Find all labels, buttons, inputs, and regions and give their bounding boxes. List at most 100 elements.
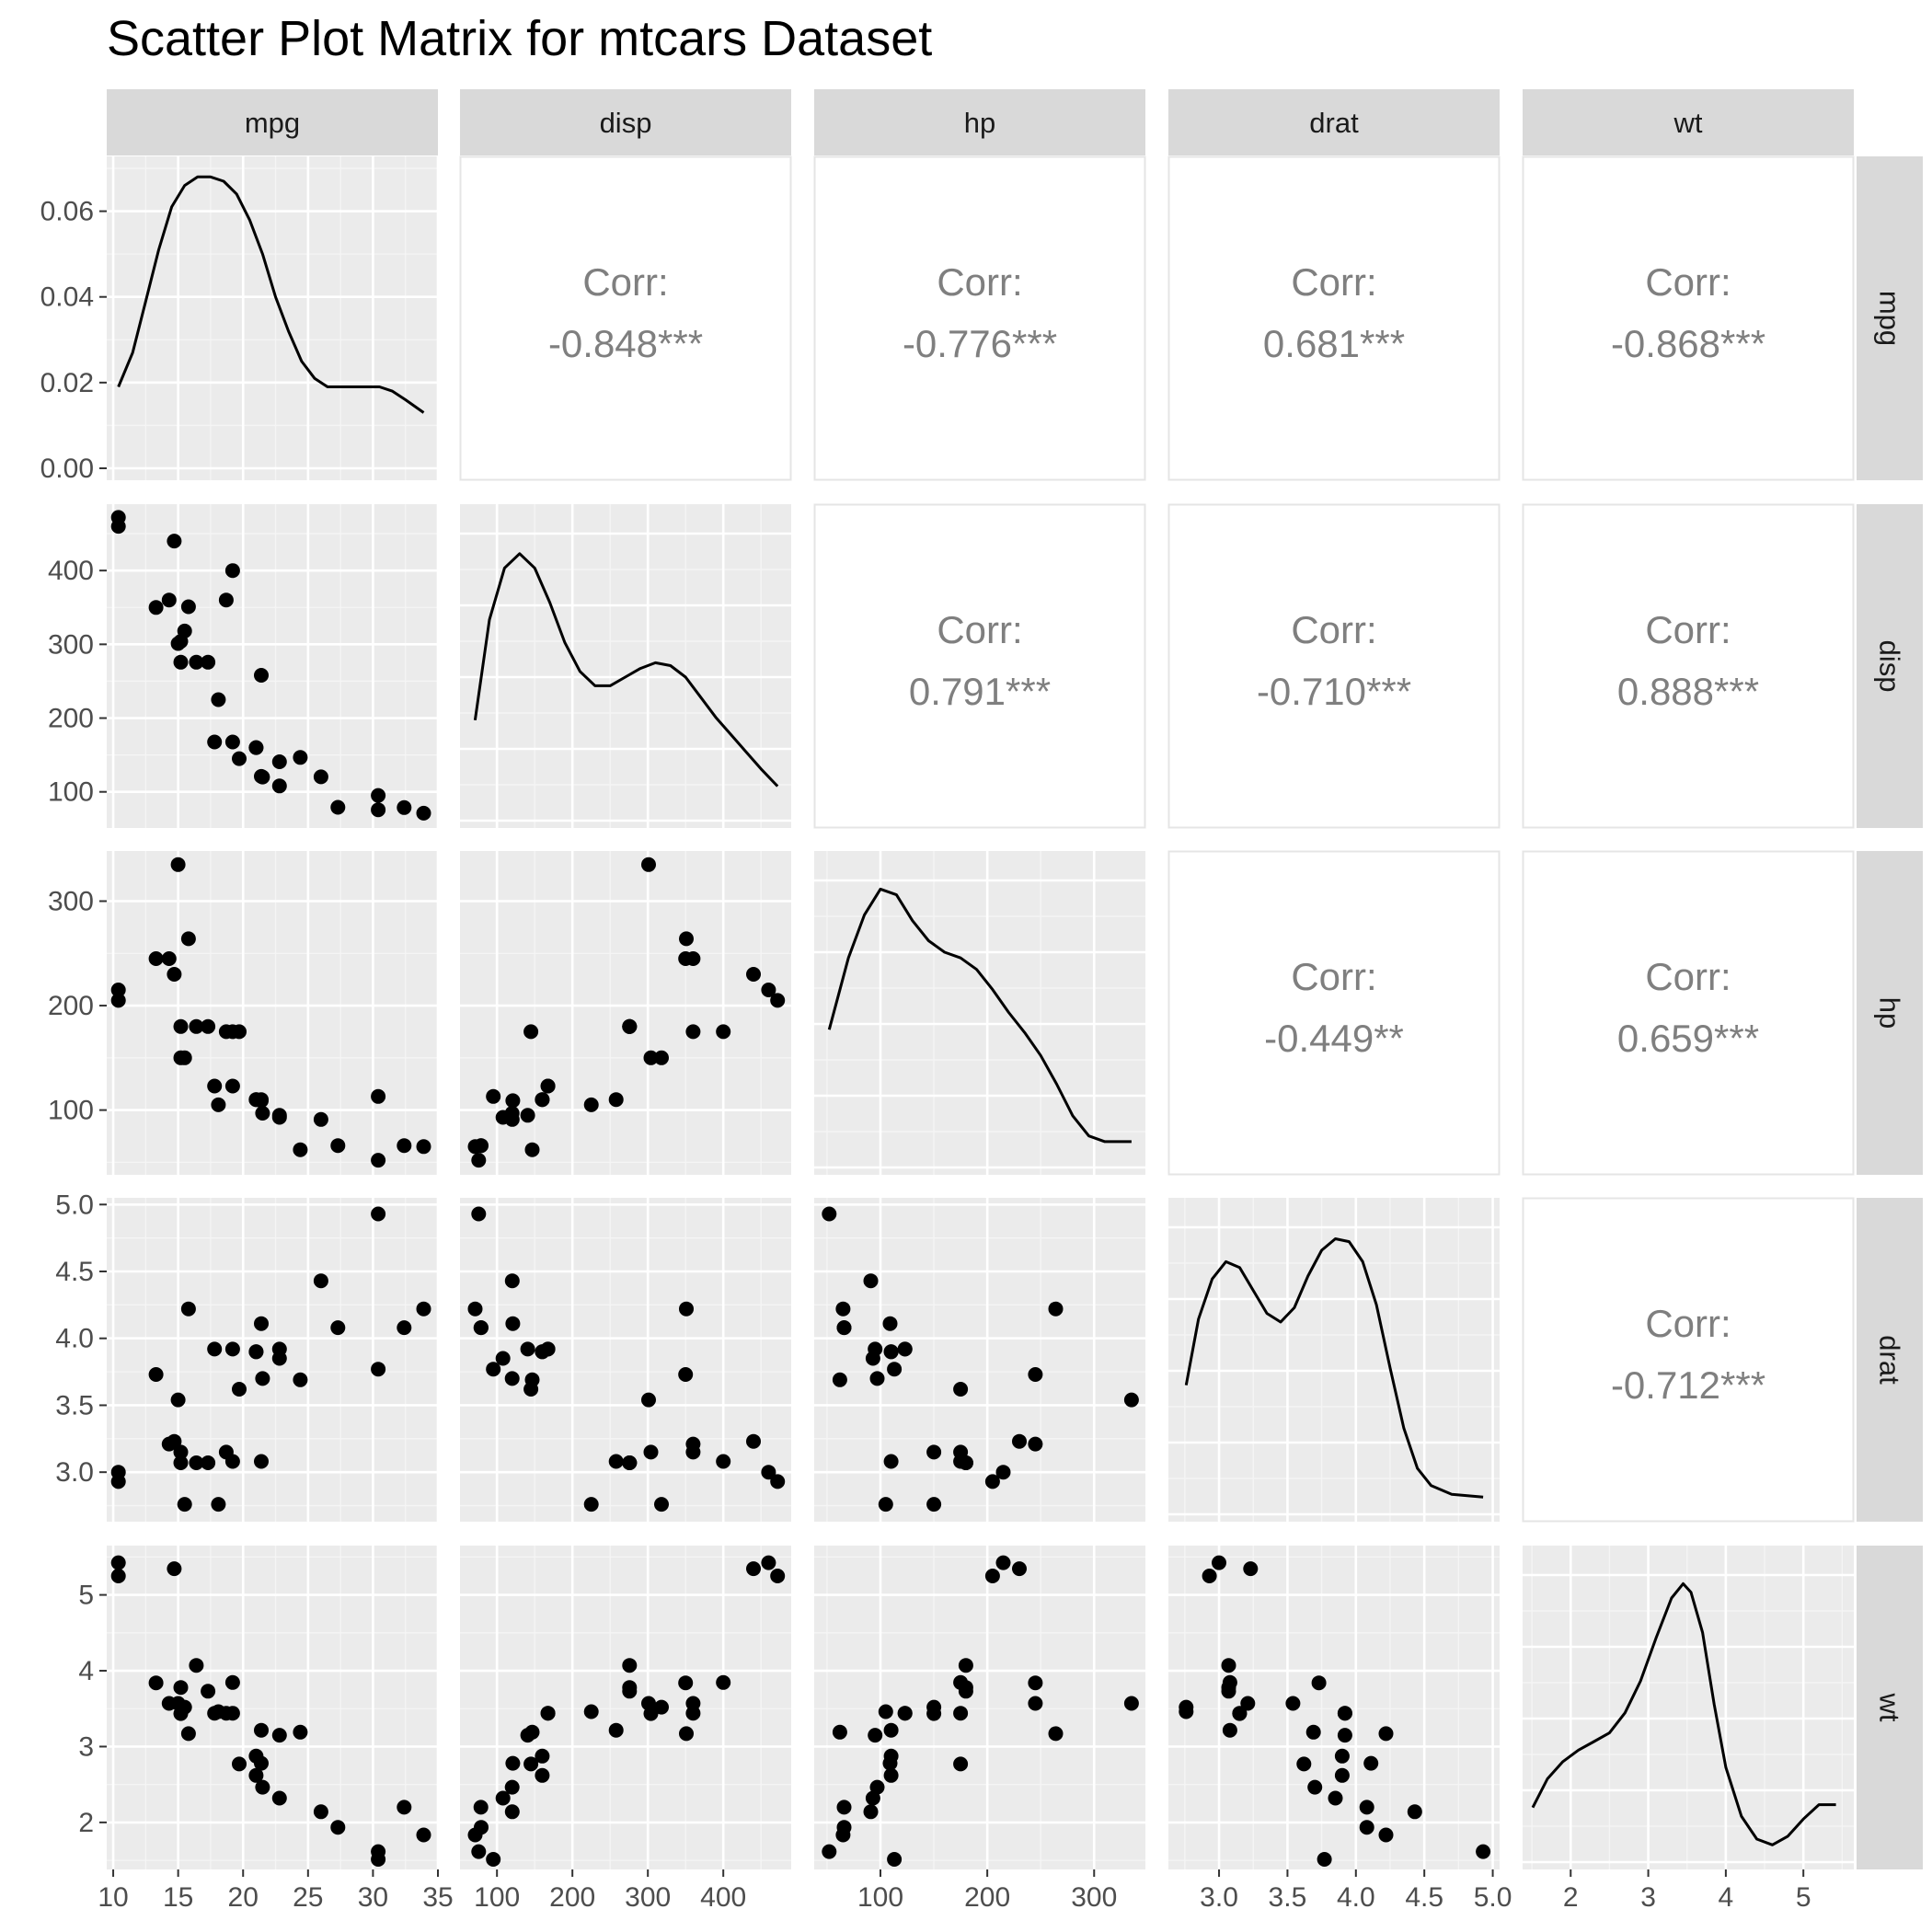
scatter-point (1028, 1675, 1043, 1691)
scatter-point (467, 1301, 483, 1317)
scatter-point (883, 1344, 899, 1360)
y-tick-label: 200 (48, 991, 94, 1021)
scatter-point (926, 1444, 942, 1460)
scatter-point (313, 1273, 328, 1289)
x-tick-label: 300 (1071, 1882, 1117, 1913)
scatter-point (254, 1755, 269, 1771)
scatter-point (189, 654, 204, 670)
scatter-point (313, 1804, 328, 1820)
scatter-point (173, 1680, 189, 1696)
panel-disp-hp: Corr: 0.791*** (813, 503, 1146, 829)
scatter-point (608, 1722, 624, 1738)
scatter-point (211, 1497, 226, 1512)
scatter-point (271, 778, 287, 794)
corr-label: Corr: (1291, 955, 1376, 998)
column-strip-label: disp (600, 107, 652, 139)
scatter-point (622, 1680, 638, 1696)
scatter-point (746, 1433, 761, 1449)
scatter-point (232, 751, 247, 766)
scatter-point (189, 1658, 204, 1673)
y-tick-label: 4.5 (55, 1257, 94, 1287)
scatter-point (863, 1804, 879, 1820)
y-tick-label: 3.5 (55, 1390, 94, 1420)
scatter-point (167, 1561, 182, 1577)
density-line-disp (473, 552, 779, 788)
scatter-point (254, 668, 269, 683)
scatter-point (1334, 1767, 1350, 1783)
scatter-point (504, 1111, 520, 1127)
panel-wt-drat (1168, 1546, 1500, 1869)
panel-bg (460, 504, 791, 828)
scatter-point (770, 1569, 786, 1583)
density-line-mpg (117, 175, 425, 414)
panel-drat-hp (814, 1198, 1145, 1522)
scatter-point (271, 1790, 287, 1806)
scatter-point (486, 1088, 501, 1104)
scatter-point (1296, 1756, 1312, 1772)
scatter-point (330, 799, 346, 815)
scatter-point (254, 1316, 269, 1331)
scatter-point (622, 1455, 638, 1470)
y-tick-label: 200 (48, 704, 94, 734)
scatter-point (1476, 1844, 1491, 1859)
scatter-point (255, 1371, 270, 1386)
x-tick-label: 15 (163, 1882, 193, 1913)
scatter-point (416, 1827, 431, 1843)
corr-label: Corr: (1645, 955, 1731, 998)
corr-panel-bg (459, 155, 792, 481)
panel-hp-disp (460, 851, 791, 1175)
scatter-point (1179, 1699, 1194, 1715)
panel-drat-wt: Corr: -0.712*** (1522, 1197, 1855, 1523)
scatter-point (926, 1706, 942, 1721)
scatter-point (110, 1569, 126, 1583)
scatter-point (524, 1142, 540, 1157)
panel-hp-drat: Corr: -0.449** (1167, 850, 1501, 1176)
scatter-point (397, 1138, 412, 1154)
scatter-point (540, 1706, 556, 1721)
scatter-point (1337, 1706, 1352, 1721)
column-strip-label: hp (964, 107, 995, 139)
y-tick-label: 5 (78, 1581, 94, 1611)
scatter-point (232, 1382, 247, 1397)
scatter-point (836, 1820, 852, 1835)
scatter-point (1317, 1852, 1332, 1867)
x-tick-label: 100 (474, 1882, 520, 1913)
y-tick-label: 3 (78, 1731, 94, 1762)
scatter-point (110, 519, 126, 535)
scatter-point (180, 1726, 196, 1742)
scatter-point (313, 1111, 328, 1127)
scatter-point (495, 1351, 511, 1366)
scatter-point (371, 1153, 386, 1168)
panel-mpg-disp: Corr: -0.848*** (459, 155, 792, 481)
x-tick-label: 2 (1563, 1882, 1579, 1913)
scatter-point (207, 734, 223, 750)
y-tick-label: 0.06 (40, 197, 94, 227)
panel-hp-mpg (107, 851, 440, 1175)
scatter-point (1334, 1748, 1350, 1764)
column-strip-hp (814, 89, 1145, 155)
panel-wt-mpg (107, 1546, 440, 1869)
scatter-point (232, 1024, 247, 1040)
scatter-point (397, 799, 412, 815)
scatter-point (869, 1779, 885, 1795)
panel-bg (107, 851, 438, 1175)
x-tick-label: 5.0 (1474, 1882, 1512, 1913)
scatter-point (716, 1454, 731, 1469)
x-tick-label: 400 (700, 1882, 746, 1913)
scatter-point (643, 1444, 659, 1460)
scatter-point (371, 1206, 386, 1222)
scatter-point (953, 1756, 969, 1772)
scatter-point (505, 1093, 521, 1109)
scatter-point (148, 600, 164, 615)
scatter-point (232, 1756, 247, 1772)
scatter-point (474, 1320, 489, 1336)
scatter-point (254, 1454, 269, 1469)
scatter-point (641, 857, 656, 872)
scatter-point (523, 1382, 539, 1397)
scatter-point (1307, 1779, 1323, 1795)
scatter-point (505, 1755, 521, 1771)
scatter-point (170, 636, 186, 651)
scatter-point (207, 1341, 223, 1357)
axes-layer: 10 15 20 25 30 35 100 200 300 400 100 200 300 3.0 3.5 4… (40, 197, 1811, 1913)
scatter-point (1123, 1696, 1139, 1711)
